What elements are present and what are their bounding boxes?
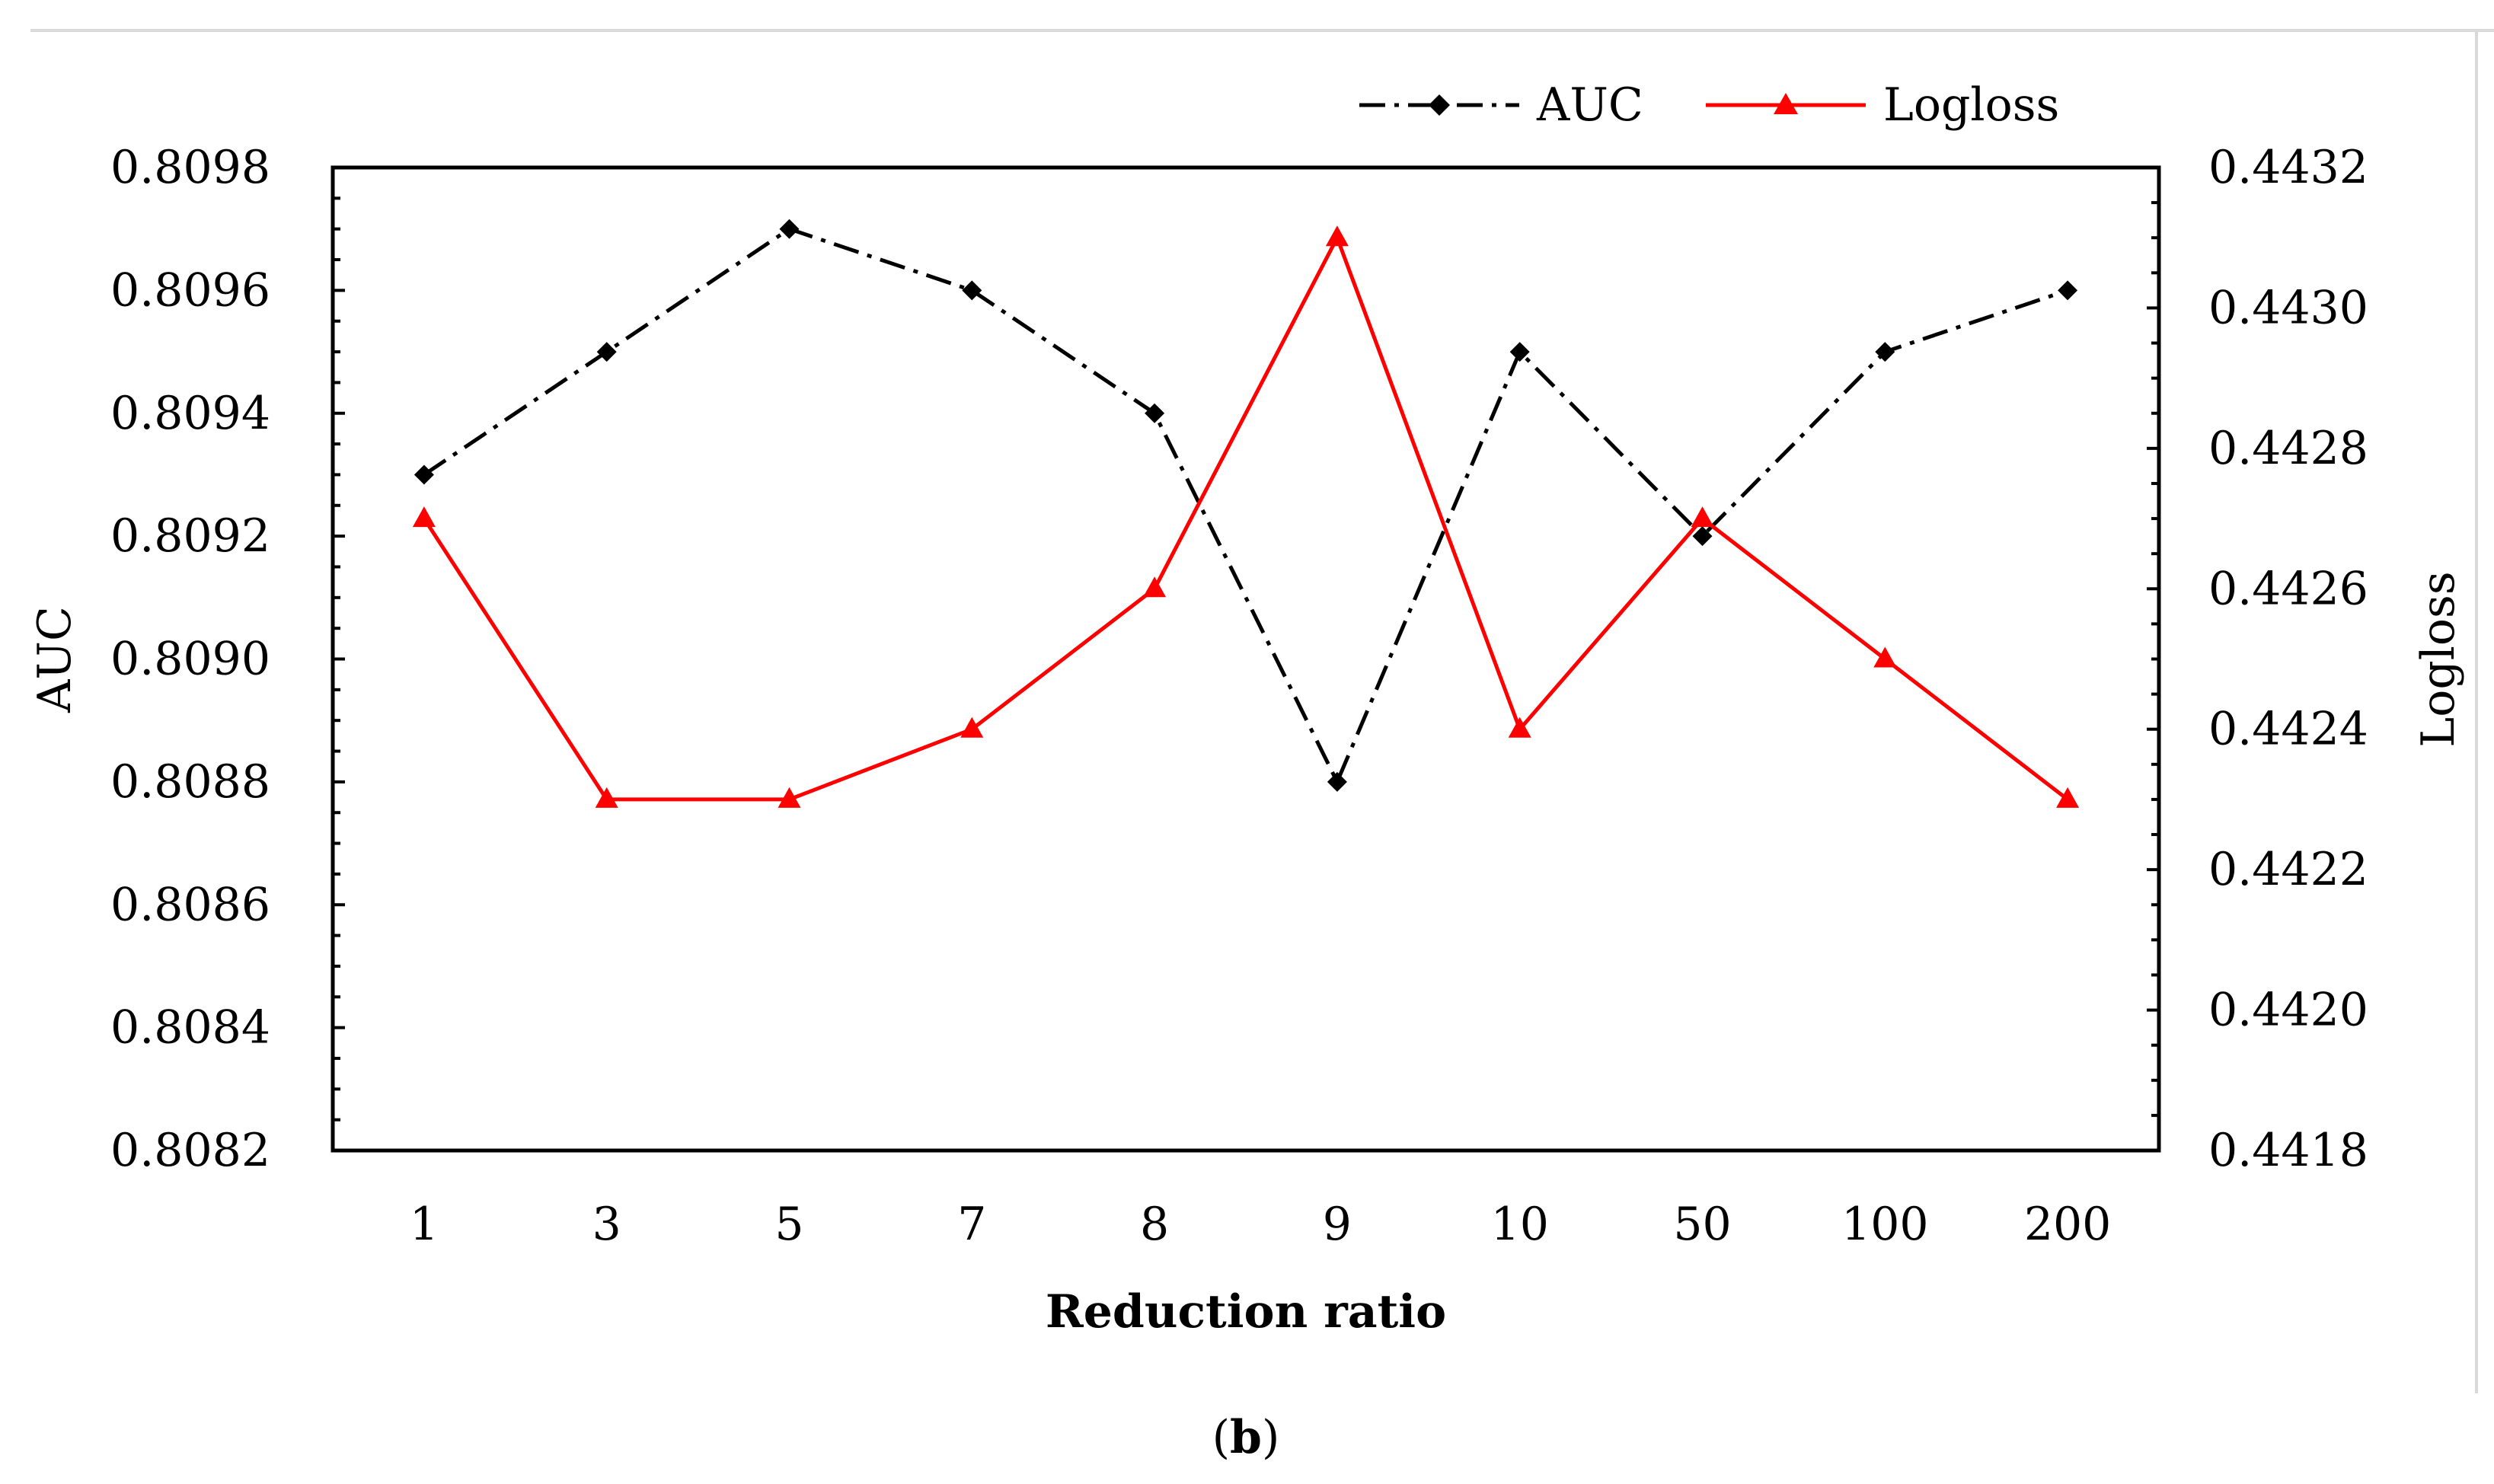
caption-open: ( <box>1212 1411 1230 1464</box>
logloss-point <box>595 787 618 808</box>
y-tick-label: 0.8082 <box>110 1124 270 1177</box>
y2-axis-title: Logloss <box>2412 571 2465 747</box>
x-tick-label: 10 <box>1491 1198 1549 1251</box>
auc-point <box>1509 342 1530 362</box>
y2-tick-label: 0.4426 <box>2208 562 2368 615</box>
y-tick-label: 0.8084 <box>110 1001 270 1055</box>
y2-tick-label: 0.4424 <box>2208 703 2368 756</box>
logloss-point <box>412 506 436 528</box>
y-axis-title: AUC <box>28 606 81 713</box>
legend-logloss-marker <box>1774 93 1798 114</box>
y-tick-label: 0.8090 <box>110 633 270 686</box>
y2-tick-label: 0.4418 <box>2208 1124 2368 1177</box>
series-layer <box>412 219 2080 808</box>
caption-close: ) <box>1262 1411 1279 1464</box>
auc-series-line <box>423 227 2068 784</box>
legend: AUC Logloss <box>1359 78 2059 132</box>
caption-letter: b <box>1230 1411 1262 1464</box>
y-tick-label: 0.8092 <box>110 509 270 563</box>
y2-tick-label: 0.4428 <box>2208 422 2368 475</box>
y-tick-label: 0.8094 <box>110 387 270 440</box>
legend-auc-marker <box>1429 94 1450 116</box>
auc-point <box>962 280 982 301</box>
y-tick-label: 0.8098 <box>110 141 270 194</box>
x-tick-label: 1 <box>410 1198 439 1251</box>
auc-point <box>1327 771 1347 792</box>
logloss-point <box>1143 576 1167 598</box>
x-tick-label: 50 <box>1673 1198 1731 1251</box>
x-axis-title: Reduction ratio <box>1046 1285 1446 1339</box>
y2-tick-label: 0.4432 <box>2208 141 2368 194</box>
logloss-point <box>778 787 801 808</box>
legend-auc-label: AUC <box>1536 78 1643 132</box>
auc-point <box>1692 526 1713 547</box>
auc-point <box>414 464 434 485</box>
tick-labels: 0.8082 0.8084 0.8086 0.8088 0.8090 0.8092 0.80… <box>110 141 2368 1251</box>
x-tick-label: 9 <box>1323 1198 1352 1251</box>
x-tick-label: 100 <box>1841 1198 1929 1251</box>
plot-frame <box>331 165 2161 1153</box>
logloss-point <box>960 716 984 738</box>
y2-tick-label: 0.4422 <box>2208 843 2368 896</box>
logloss-point <box>1508 716 1531 738</box>
logloss-point <box>2056 787 2080 808</box>
y-tick-label: 0.8088 <box>110 755 270 809</box>
logloss-series-line <box>422 233 2069 802</box>
auc-point <box>1145 403 1165 423</box>
logloss-point <box>1691 506 1714 528</box>
x-tick-label: 7 <box>957 1198 986 1251</box>
logloss-point <box>1325 225 1349 247</box>
x-tick-label: 200 <box>2024 1198 2112 1251</box>
logloss-point <box>1873 646 1897 668</box>
y2-tick-label: 0.4420 <box>2208 984 2368 1037</box>
auc-point <box>596 342 617 362</box>
y2-tick-label: 0.4430 <box>2208 281 2368 334</box>
auc-point <box>779 219 800 239</box>
y-tick-label: 0.8086 <box>110 878 270 931</box>
auc-point <box>1875 342 1895 362</box>
x-tick-label: 5 <box>774 1198 803 1251</box>
figure-caption: (b) <box>1212 1411 1280 1464</box>
legend-logloss-label: Logloss <box>1883 78 2059 132</box>
y-tick-label: 0.8096 <box>110 263 270 317</box>
x-tick-label: 3 <box>592 1198 621 1251</box>
auc-point <box>2058 280 2078 301</box>
x-tick-label: 8 <box>1140 1198 1169 1251</box>
